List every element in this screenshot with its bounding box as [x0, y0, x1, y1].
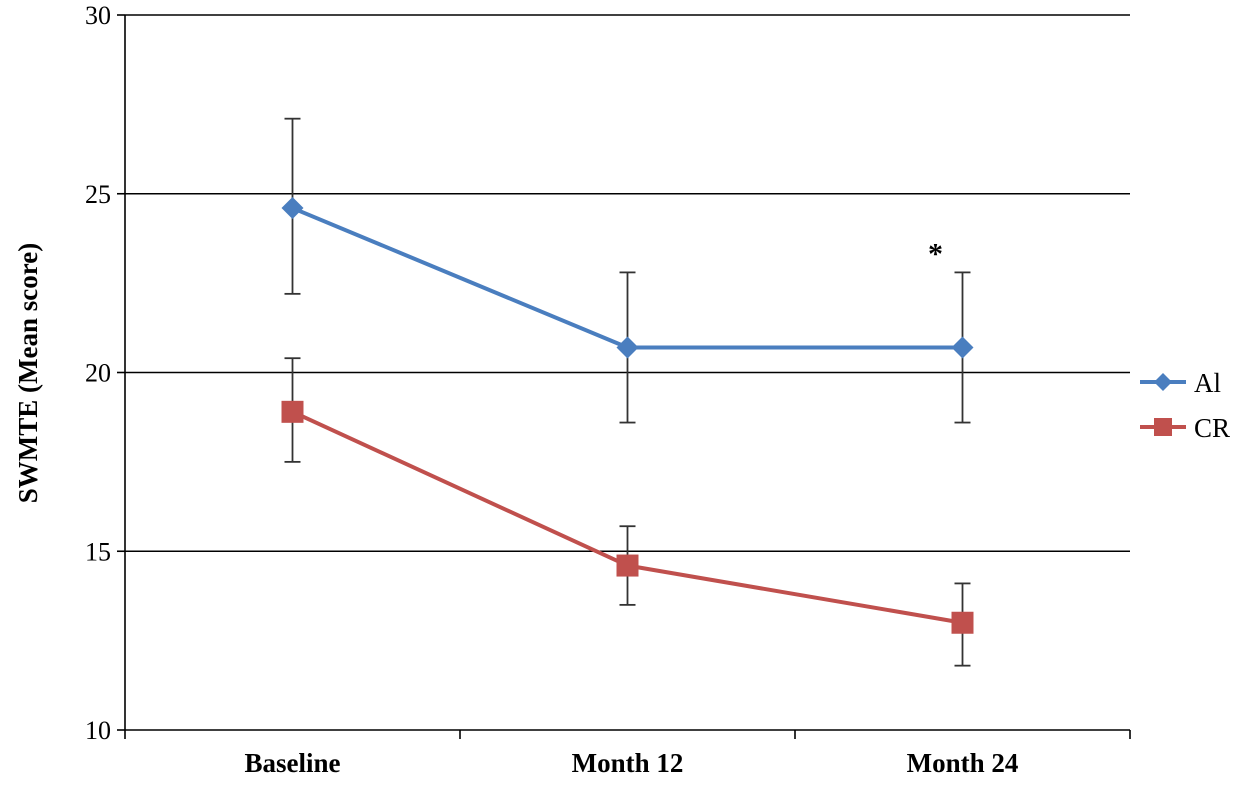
axes [117, 14, 1131, 739]
y-tick-label: 30 [85, 1, 111, 30]
data-point-al [616, 336, 639, 359]
data-point-cr [281, 400, 304, 423]
data-markers [281, 197, 974, 634]
y-axis-title: SWMTE (Mean score) [13, 243, 43, 503]
x-tick-label: Month 12 [572, 748, 684, 778]
data-point-al [951, 336, 974, 359]
data-point-cr [616, 554, 639, 577]
legend-label-al: Al [1194, 368, 1221, 398]
significance-marker: * [928, 237, 943, 270]
data-point-cr [951, 611, 974, 634]
y-tick-label: 20 [85, 359, 111, 388]
y-tick-labels: 10 15 20 25 30 [85, 1, 111, 745]
y-tick-label: 10 [85, 716, 111, 745]
legend-label-cr: CR [1194, 413, 1230, 443]
data-point-al [281, 197, 304, 220]
legend: Al CR [1140, 368, 1230, 443]
x-tick-labels: Baseline Month 12 Month 24 [244, 748, 1018, 778]
legend-marker-cr [1154, 418, 1172, 436]
y-tick-label: 25 [85, 180, 111, 209]
x-tick-label: Baseline [244, 748, 340, 778]
legend-marker-al [1154, 373, 1172, 391]
annotations: * [928, 237, 943, 270]
error-bars [284, 117, 971, 667]
y-tick-label: 15 [85, 537, 111, 566]
x-tick-label: Month 24 [907, 748, 1019, 778]
